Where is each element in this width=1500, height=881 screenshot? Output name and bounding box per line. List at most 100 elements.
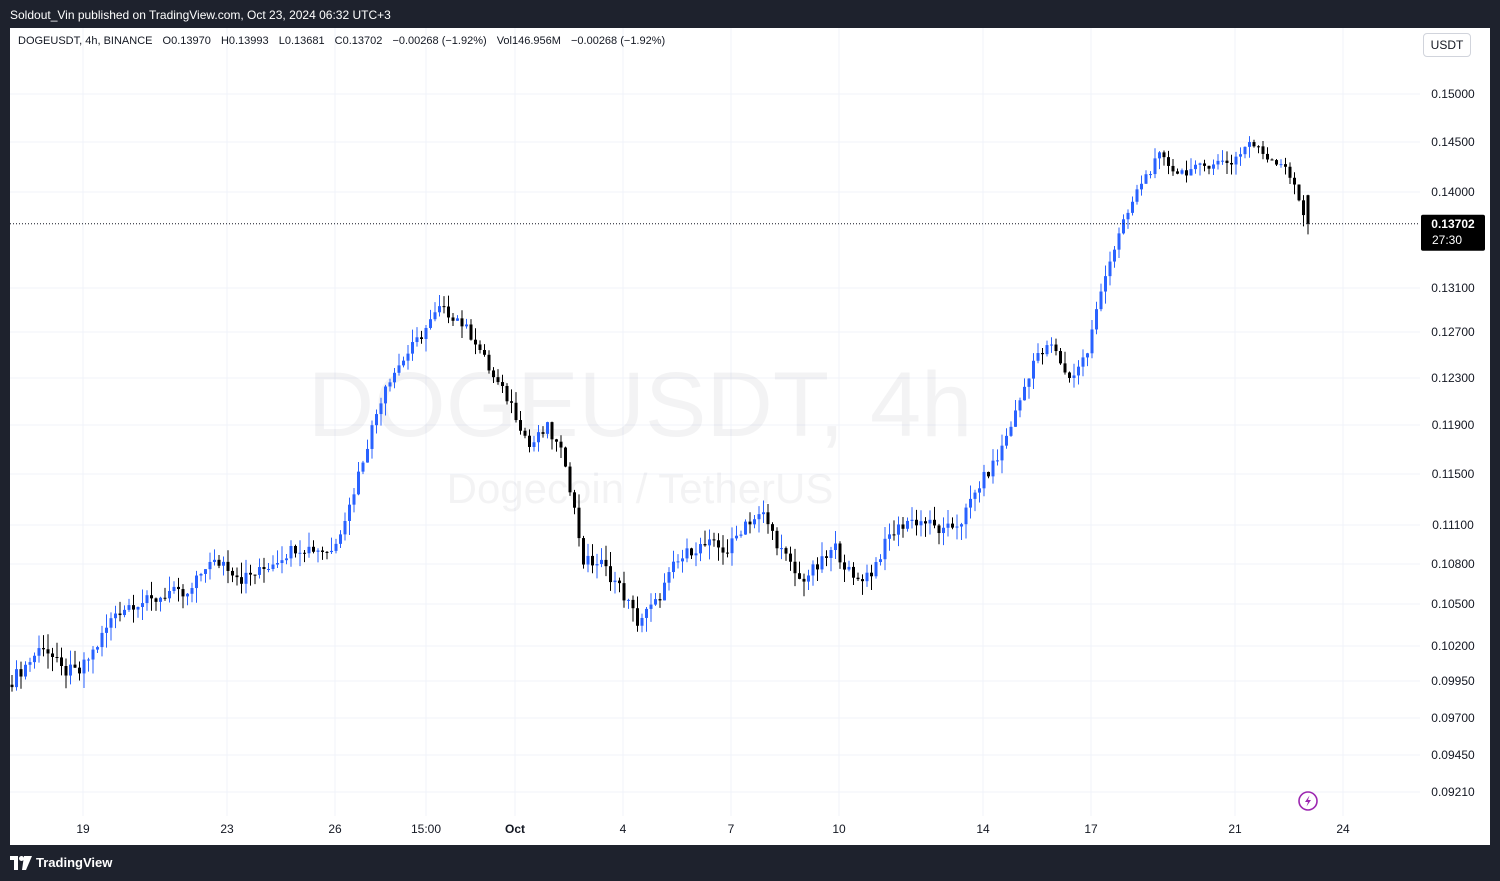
price-tick-label: 0.09950 [1431,674,1475,688]
candle [744,519,747,535]
candle-body [645,608,648,618]
candle [1063,351,1067,375]
currency-button[interactable]: USDT [1423,33,1471,57]
candle-body [649,604,653,609]
candle [685,538,689,563]
candle-body [600,559,603,565]
candle-body [973,492,977,499]
candle [397,353,401,376]
candle-body [712,539,716,541]
candle-body [1194,164,1197,170]
price-tick-label: 0.11500 [1432,467,1475,481]
candle-body [1270,159,1274,161]
candle-body [429,319,432,328]
candle-body [1113,249,1116,262]
candle [118,601,122,622]
candle [636,596,639,632]
candle-body [397,365,401,373]
candle-body [582,538,585,565]
candle-body [748,521,752,525]
candle-body [613,580,617,583]
candle [127,598,131,612]
candle [492,367,495,383]
candle-body [870,572,873,577]
candle-body [699,544,702,554]
candle-body [1216,160,1220,165]
price-tick-label: 0.14000 [1431,185,1475,199]
candle [645,607,648,632]
candle [996,449,999,466]
candle-body [231,570,234,576]
price-axis: 0.15000 0.14500 0.14000 0.13100 0.12700 0.123… [1431,87,1475,799]
candle-body [1153,158,1157,175]
candle-body [438,306,441,313]
candle [1216,154,1220,170]
candle [1117,227,1121,258]
candle-body [820,556,824,570]
candle-body [901,524,905,529]
flash-icon[interactable] [1298,791,1318,811]
price-tick-label: 0.12700 [1431,325,1475,339]
candle-body [708,539,711,546]
candle [447,295,450,324]
candle-body [618,580,621,584]
candle-body [1126,212,1130,220]
candle [1095,301,1098,335]
candle-body [105,627,108,633]
candle [735,525,738,541]
candle-body [1131,201,1134,213]
candle [591,544,594,574]
candle-body [793,561,797,574]
candle-body [1099,291,1103,310]
candle-body [91,649,95,660]
candle [37,635,41,663]
candle [240,562,243,594]
candle [1306,194,1310,235]
chart-panel[interactable]: DOGEUSDT, 4h Dogecoin / TetherUS 0.15000… [10,28,1490,845]
candle-body [550,422,554,440]
candle-body [177,586,180,590]
candle [141,589,144,621]
legend-high: H0.13993 [220,35,269,47]
candle [690,547,693,560]
candle-body [393,372,396,383]
candle [1122,214,1125,235]
price-tick-label: 0.09450 [1431,748,1475,762]
candle [937,523,941,545]
candle-body [1225,160,1229,163]
time-tick-label: 23 [220,822,234,836]
candle-body [676,561,680,563]
candle-body [384,386,387,404]
price-tick-label: 0.11900 [1432,418,1475,432]
candle [1189,158,1193,176]
candle [933,506,936,529]
tradingview-logo[interactable]: TradingView [10,855,112,870]
candle-body [514,402,518,421]
candle [1284,157,1287,175]
candle [303,550,306,563]
candle [487,350,491,374]
candle [721,535,725,565]
candle [870,564,873,590]
candle [649,593,653,622]
candle [109,612,113,641]
candle-body [420,337,423,339]
candle-body [132,605,135,610]
candle [1131,196,1134,216]
candle-body [955,526,959,528]
candle [663,573,666,601]
legend-symbol[interactable]: DOGEUSDT, 4h, BINANCE [18,35,153,47]
candle [190,582,194,603]
candle-body [1036,353,1040,361]
candle-body [109,618,113,628]
candle [1234,151,1238,175]
candle-body [465,324,468,327]
candle [402,356,405,368]
candle [730,527,734,566]
candle-body [334,543,338,551]
candle-body [1086,353,1089,358]
candlestick-chart[interactable]: DOGEUSDT, 4h Dogecoin / TetherUS 0.15000… [10,28,1490,845]
candle [825,550,828,567]
candle [514,392,518,423]
candle-body [1162,152,1166,158]
